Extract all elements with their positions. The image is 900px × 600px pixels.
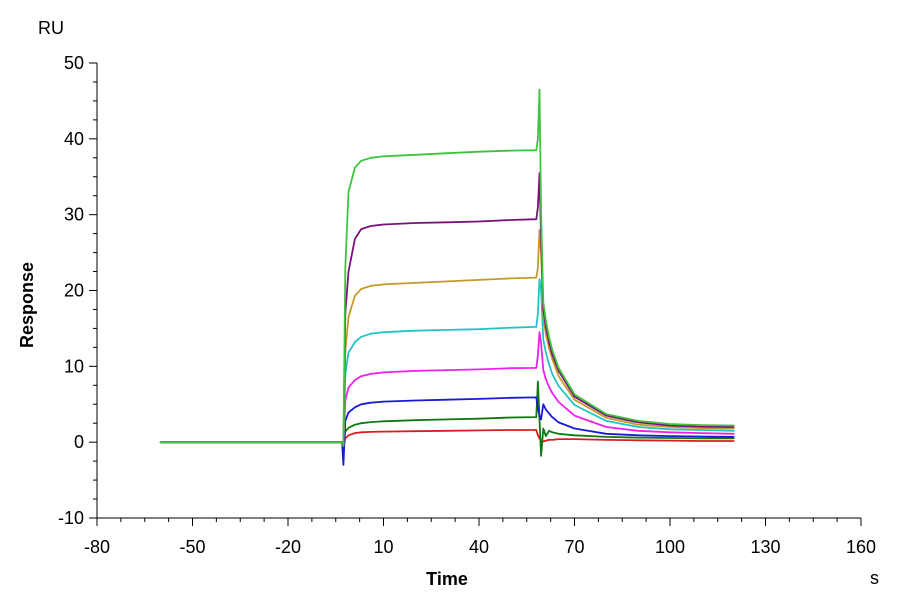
y-axis-title: Response bbox=[17, 262, 37, 348]
series-line-1 bbox=[159, 429, 735, 447]
series-line-7 bbox=[159, 172, 735, 447]
series-line-5 bbox=[159, 278, 735, 447]
x-tick-label: -20 bbox=[275, 537, 301, 557]
x-tick-label: 10 bbox=[373, 537, 393, 557]
x-tick-label: 130 bbox=[750, 537, 780, 557]
series-line-3 bbox=[159, 396, 735, 466]
x-tick-label: -50 bbox=[179, 537, 205, 557]
x-tick-label: 40 bbox=[469, 537, 489, 557]
y-ticks: -10 0 10 20 30 40 50 bbox=[58, 53, 97, 528]
y-tick-label: 0 bbox=[74, 432, 84, 452]
y-tick-label: 10 bbox=[64, 356, 84, 376]
x-unit-label: s bbox=[870, 568, 879, 588]
y-tick-label: 50 bbox=[64, 53, 84, 73]
x-axis-title: Time bbox=[426, 569, 468, 589]
x-tick-label: -80 bbox=[84, 537, 110, 557]
series-layer bbox=[159, 88, 735, 466]
x-tick-label: 160 bbox=[846, 537, 876, 557]
y-tick-label: 40 bbox=[64, 129, 84, 149]
y-tick-label: 20 bbox=[64, 281, 84, 301]
y-tick-label: -10 bbox=[58, 508, 84, 528]
x-ticks: -80 -50 -20 10 40 70 100 130 160 bbox=[84, 518, 876, 557]
x-tick-label: 70 bbox=[564, 537, 584, 557]
series-line-8 bbox=[159, 88, 735, 447]
series-line-4 bbox=[159, 331, 735, 447]
series-line-6 bbox=[159, 228, 735, 447]
series-line-2 bbox=[159, 380, 735, 457]
axes: -80 -50 -20 10 40 70 100 130 160 -10 0 10 20 30 40 50 bbox=[58, 53, 876, 557]
y-unit-label: RU bbox=[38, 18, 64, 38]
y-tick-label: 30 bbox=[64, 205, 84, 225]
x-tick-label: 100 bbox=[655, 537, 685, 557]
